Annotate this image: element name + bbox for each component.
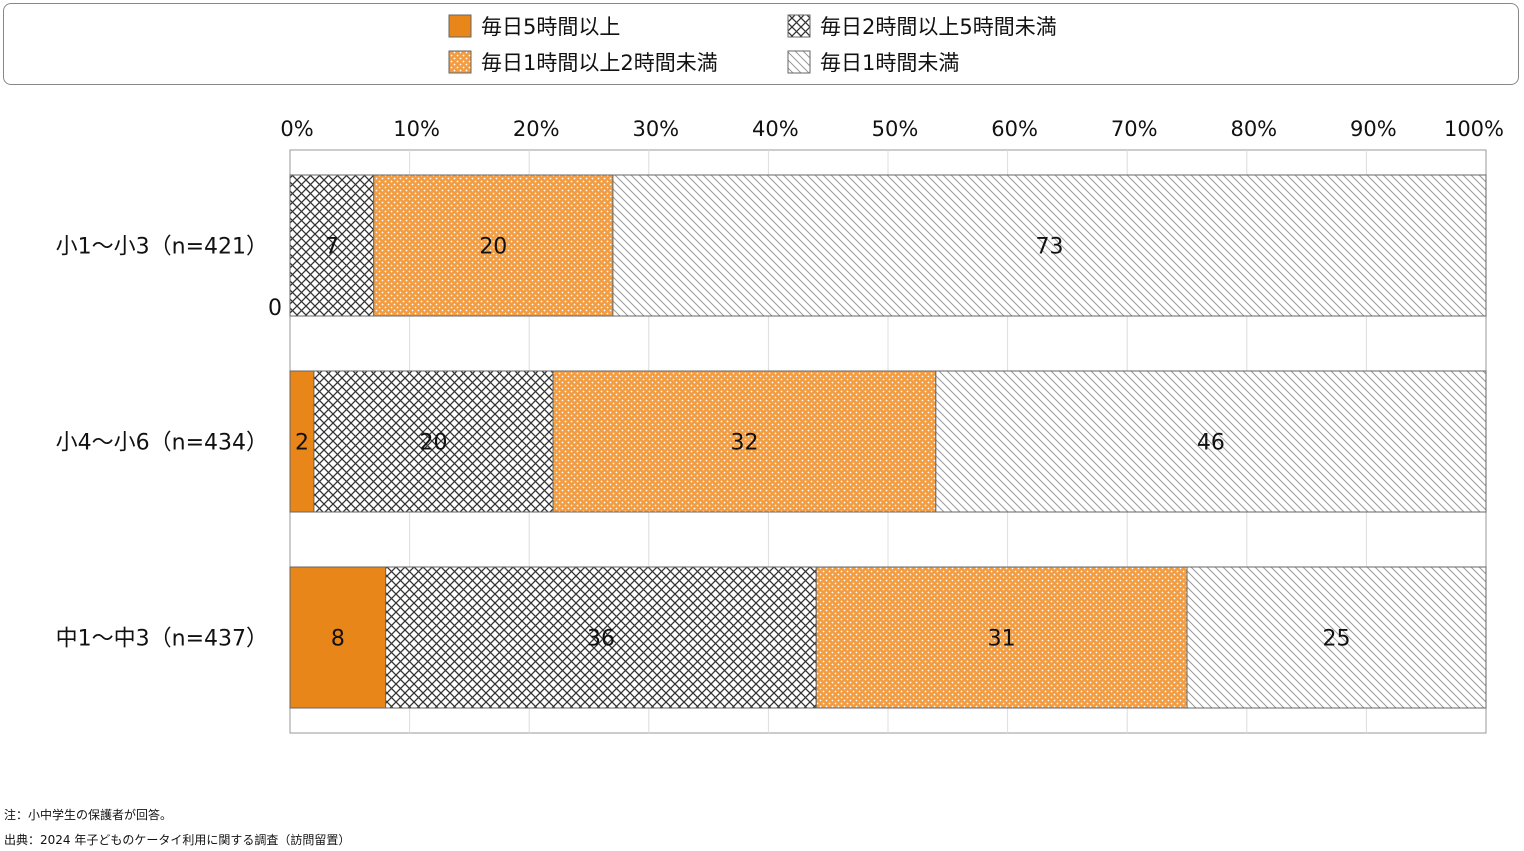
x-tick-label: 90% — [1350, 117, 1397, 141]
x-tick-label: 40% — [752, 117, 799, 141]
legend-label: 毎日1時間以上2時間未満 — [481, 51, 718, 75]
chart-source: 出典：2024 年子どものケータイ利用に関する調査（訪問留置） — [4, 833, 351, 847]
data-label: 20 — [479, 235, 507, 260]
data-label: 25 — [1323, 627, 1351, 652]
data-label: 36 — [587, 627, 615, 652]
legend-label: 毎日2時間以上5時間未満 — [820, 15, 1057, 39]
legend-swatch — [448, 14, 472, 38]
data-label: 73 — [1035, 235, 1063, 260]
category-label: 小1～小3（n=421） — [56, 235, 268, 260]
data-label: 2 — [295, 431, 309, 456]
legend-label: 毎日1時間未満 — [820, 51, 959, 75]
x-tick-label: 30% — [632, 117, 679, 141]
legend-swatch — [787, 50, 811, 74]
bar-segment — [1186, 566, 1487, 709]
legend-swatch — [787, 14, 811, 38]
category-label: 中1～中3（n=437） — [56, 627, 268, 652]
data-label: 31 — [988, 627, 1016, 652]
bar-segment — [385, 566, 817, 709]
data-label: 46 — [1197, 431, 1225, 456]
bar-segment — [289, 566, 387, 709]
x-tick-label: 10% — [393, 117, 440, 141]
legend-box — [3, 3, 1519, 85]
bar-segment — [313, 370, 554, 513]
x-tick-label: 20% — [513, 117, 560, 141]
stacked-bar-chart: 7 20 73 2 20 32 46 8 36 31 25 0 0% 10% 20% 30% 40% 50% 60… — [56, 14, 1504, 734]
data-label: 8 — [331, 627, 345, 652]
x-tick-label: 50% — [872, 117, 919, 141]
legend-swatch — [448, 50, 472, 74]
x-tick-label: 100% — [1444, 117, 1504, 141]
data-label: 7 — [325, 235, 339, 260]
x-tick-label: 0% — [280, 117, 313, 141]
data-label: 20 — [420, 431, 448, 456]
bar-segments — [289, 174, 1487, 709]
bar-segment — [289, 174, 375, 317]
bar-segment — [935, 370, 1487, 513]
x-tick-label: 70% — [1111, 117, 1158, 141]
category-label: 小4～小6（n=434） — [56, 431, 268, 456]
y-axis-categories: 小1～小3（n=421） 小4～小6（n=434） 中1～中3（n=437） — [56, 235, 268, 652]
bar-segment — [612, 174, 1487, 317]
legend-label: 毎日5時間以上 — [481, 15, 620, 39]
x-axis-ticks: 0% 10% 20% 30% 40% 50% 60% 70% 80% 90% 100% — [280, 117, 1504, 141]
x-tick-label: 60% — [991, 117, 1038, 141]
chart-note: 注：小中学生の保護者が回答。 — [4, 808, 173, 822]
bar-segment — [815, 566, 1188, 709]
x-tick-label: 80% — [1230, 117, 1277, 141]
bar-segment — [552, 370, 937, 513]
data-label: 32 — [730, 431, 758, 456]
bar-segment — [373, 174, 614, 317]
data-labels: 7 20 73 2 20 32 46 8 36 31 25 0 — [268, 235, 1351, 652]
zero-label: 0 — [268, 296, 282, 321]
